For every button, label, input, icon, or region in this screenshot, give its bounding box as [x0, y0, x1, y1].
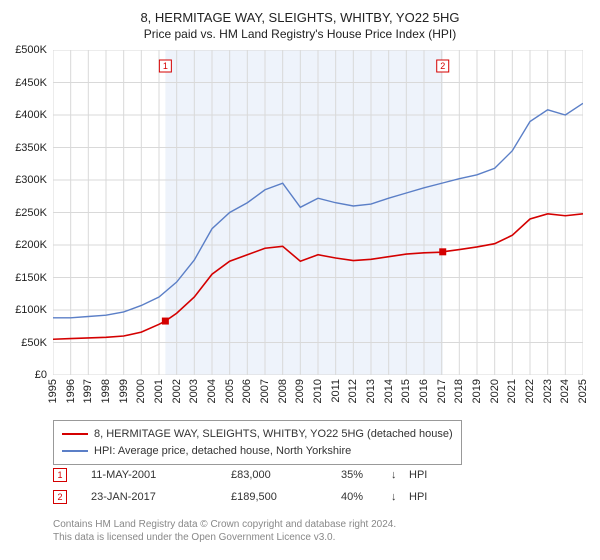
sale-marker-icon: 2 — [53, 490, 67, 504]
chart-title: 8, HERMITAGE WAY, SLEIGHTS, WHITBY, YO22… — [0, 0, 600, 25]
x-tick-label: 2025 — [577, 379, 589, 403]
sale-price: £189,500 — [231, 491, 341, 503]
sale-hpi: HPI — [409, 491, 449, 503]
y-tick-label: £300K — [15, 174, 47, 186]
x-tick-label: 2003 — [188, 379, 200, 403]
y-tick-label: £50K — [21, 337, 47, 349]
y-tick-label: £450K — [15, 77, 47, 89]
y-tick-label: £0 — [35, 369, 47, 381]
x-tick-label: 1997 — [82, 379, 94, 403]
y-tick-label: £500K — [15, 44, 47, 56]
x-tick-label: 2001 — [153, 379, 165, 403]
x-tick-label: 2002 — [171, 379, 183, 403]
x-tick-label: 2009 — [294, 379, 306, 403]
x-tick-label: 2020 — [489, 379, 501, 403]
sale-price: £83,000 — [231, 469, 341, 481]
x-tick-label: 2022 — [524, 379, 536, 403]
y-tick-label: £200K — [15, 239, 47, 251]
sale-arrow: ↓ — [391, 491, 409, 503]
y-tick-label: £400K — [15, 109, 47, 121]
x-tick-label: 2007 — [259, 379, 271, 403]
chart-plot-area: 12 — [53, 50, 583, 375]
chart-legend: 8, HERMITAGE WAY, SLEIGHTS, WHITBY, YO22… — [53, 420, 462, 465]
sale-pct: 35% — [341, 469, 391, 481]
legend-label: 8, HERMITAGE WAY, SLEIGHTS, WHITBY, YO22… — [94, 426, 453, 443]
x-tick-label: 2021 — [506, 379, 518, 403]
x-tick-label: 2018 — [453, 379, 465, 403]
x-tick-label: 2000 — [135, 379, 147, 403]
sale-marker-icon: 1 — [53, 468, 67, 482]
x-tick-label: 1998 — [100, 379, 112, 403]
x-tick-label: 2015 — [400, 379, 412, 403]
sale-date: 11-MAY-2001 — [91, 469, 231, 481]
chart-subtitle: Price paid vs. HM Land Registry's House … — [0, 25, 600, 47]
x-axis-ticks: 1995199619971998199920002001200220032004… — [53, 379, 583, 419]
sale-pct: 40% — [341, 491, 391, 503]
footer-line: This data is licensed under the Open Gov… — [53, 531, 396, 544]
x-tick-label: 2005 — [224, 379, 236, 403]
y-tick-label: £150K — [15, 272, 47, 284]
legend-item: HPI: Average price, detached house, Nort… — [62, 443, 453, 460]
y-tick-label: £100K — [15, 304, 47, 316]
legend-swatch — [62, 450, 88, 452]
sales-table: 1 11-MAY-2001£83,00035%↓HPI 2 23-JAN-2017£1… — [53, 464, 449, 508]
sale-row: 1 11-MAY-2001£83,00035%↓HPI — [53, 464, 449, 486]
footer-attribution: Contains HM Land Registry data © Crown c… — [53, 518, 396, 544]
sale-date: 23-JAN-2017 — [91, 491, 231, 503]
x-tick-label: 2023 — [542, 379, 554, 403]
x-tick-label: 2010 — [312, 379, 324, 403]
x-tick-label: 2012 — [347, 379, 359, 403]
x-tick-label: 2004 — [206, 379, 218, 403]
x-tick-label: 2006 — [241, 379, 253, 403]
x-tick-label: 1995 — [47, 379, 59, 403]
x-tick-label: 2016 — [418, 379, 430, 403]
x-tick-label: 2017 — [436, 379, 448, 403]
x-tick-label: 2019 — [471, 379, 483, 403]
footer-line: Contains HM Land Registry data © Crown c… — [53, 518, 396, 531]
sale-hpi: HPI — [409, 469, 449, 481]
chart-svg: 12 — [53, 50, 583, 375]
x-tick-label: 2024 — [559, 379, 571, 403]
y-tick-label: £350K — [15, 142, 47, 154]
legend-label: HPI: Average price, detached house, Nort… — [94, 443, 351, 460]
sale-marker-point — [162, 318, 169, 325]
y-tick-label: £250K — [15, 207, 47, 219]
legend-item: 8, HERMITAGE WAY, SLEIGHTS, WHITBY, YO22… — [62, 426, 453, 443]
x-tick-label: 1996 — [65, 379, 77, 403]
x-tick-label: 1999 — [118, 379, 130, 403]
x-tick-label: 2011 — [330, 379, 342, 403]
sale-marker-label-text: 2 — [440, 61, 445, 71]
x-tick-label: 2008 — [277, 379, 289, 403]
chart-container: 8, HERMITAGE WAY, SLEIGHTS, WHITBY, YO22… — [0, 0, 600, 560]
y-axis-ticks: £0£50K£100K£150K£200K£250K£300K£350K£400… — [0, 50, 47, 375]
sale-arrow: ↓ — [391, 469, 409, 481]
sale-marker-point — [439, 248, 446, 255]
x-tick-label: 2014 — [383, 379, 395, 403]
x-tick-label: 2013 — [365, 379, 377, 403]
legend-swatch — [62, 433, 88, 435]
sale-marker-label-text: 1 — [163, 61, 168, 71]
sale-row: 2 23-JAN-2017£189,50040%↓HPI — [53, 486, 449, 508]
